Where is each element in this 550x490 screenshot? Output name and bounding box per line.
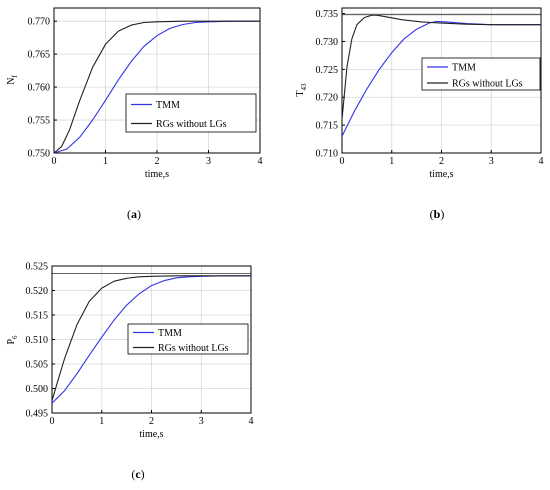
y-axis-label: Nf: [6, 75, 19, 85]
panel-label-letter: a: [131, 207, 137, 221]
y-axis-label-sub: f: [11, 75, 19, 78]
x-axis-label: time,s: [139, 429, 163, 440]
series-line-tmm: [53, 20, 260, 154]
y-tick-label: 0.715: [316, 121, 339, 132]
y-tick-label: 0.495: [26, 409, 49, 420]
y-tick-label: 0.765: [28, 50, 51, 61]
y-axis-label: P6: [6, 335, 19, 345]
x-tick-label: 1: [389, 156, 394, 167]
y-tick-label: 0.505: [26, 360, 49, 371]
y-tick-label: 0.525: [26, 262, 49, 273]
panel-label-open: (: [127, 207, 131, 221]
panel-label: (b): [430, 207, 445, 221]
panel-label-open: (: [131, 467, 135, 481]
y-tick-label: 0.500: [26, 384, 49, 395]
x-tick-label: 0: [340, 156, 345, 167]
legend-entry: TMM: [158, 328, 182, 339]
panel-label-letter: b: [434, 207, 441, 221]
legend-box: [421, 57, 541, 91]
legend-entry: RGs without LGs: [158, 343, 229, 354]
y-axis-label-main: N: [6, 78, 17, 85]
x-tick-label: 2: [149, 416, 154, 427]
y-tick-label: 0.755: [28, 116, 51, 127]
x-tick-label: 3: [206, 156, 211, 167]
series-line-tmm: [51, 275, 251, 404]
y-tick-label: 0.725: [316, 65, 339, 76]
x-tick-label: 3: [489, 156, 494, 167]
y-tick-label: 0.730: [316, 37, 339, 48]
legend-entry: TMM: [156, 100, 180, 111]
legend-entry: TMM: [452, 63, 476, 74]
y-tick-label: 0.760: [28, 83, 51, 94]
panel-label-close: ): [141, 467, 145, 481]
y-tick-label: 0.770: [28, 17, 51, 28]
panel-label: (a): [127, 207, 141, 221]
y-tick-label: 0.750: [28, 149, 51, 160]
series-line-rgs-without-lgs: [341, 14, 541, 120]
y-tick-label: 0.515: [26, 311, 49, 322]
y-tick-label: 0.520: [26, 286, 49, 297]
y-tick-label: 0.720: [316, 93, 339, 104]
legend-entry: RGs without LGs: [452, 79, 523, 90]
x-tick-label: 4: [258, 156, 263, 167]
y-tick-label: 0.710: [316, 149, 339, 160]
y-axis-label: T43: [295, 83, 308, 97]
chart-panel-b: 0 1 2 3 4 0.710 0.715 0.720 0.725 0.730 0.735 time,…: [295, 7, 544, 221]
panel-label-close: ): [137, 207, 141, 221]
chart-panel-c: 0 1 2 3 4 0.495 0.500 0.505 0.510 0.515 0.520 0.525…: [6, 262, 254, 482]
x-tick-label: 1: [103, 156, 108, 167]
panel-label-letter: c: [135, 467, 141, 481]
y-axis-label-sub: 43: [300, 83, 308, 91]
panel-label: (c): [131, 467, 144, 481]
x-tick-label: 2: [439, 156, 444, 167]
panel-label-close: ): [440, 207, 444, 221]
x-tick-label: 0: [50, 416, 55, 427]
x-tick-label: 4: [539, 156, 544, 167]
y-axis-label-sub: 6: [11, 335, 19, 339]
series-line-rgs-without-lgs: [51, 275, 251, 401]
y-tick-label: 0.510: [26, 335, 49, 346]
y-tick-label: 0.735: [316, 9, 339, 20]
x-axis-label: time,s: [145, 169, 169, 180]
y-axis-label-main: P: [6, 339, 17, 345]
x-tick-label: 3: [199, 416, 204, 427]
chart-panel-a: 0 1 2 3 4 0.750 0.755 0.760 0.765 0.770 time,s Nf TM…: [6, 7, 263, 221]
series-line-rgs-without-lgs: [53, 20, 260, 154]
x-tick-label: 2: [155, 156, 160, 167]
x-tick-label: 4: [249, 416, 254, 427]
x-tick-label: 1: [99, 416, 104, 427]
y-axis-label-main: T: [295, 90, 306, 96]
panel-label-open: (: [430, 207, 434, 221]
legend-box: [125, 93, 257, 133]
legend-box: [127, 323, 249, 355]
legend-entry: RGs without LGs: [156, 119, 227, 130]
x-axis-label: time,s: [429, 169, 453, 180]
x-tick-label: 0: [52, 156, 57, 167]
